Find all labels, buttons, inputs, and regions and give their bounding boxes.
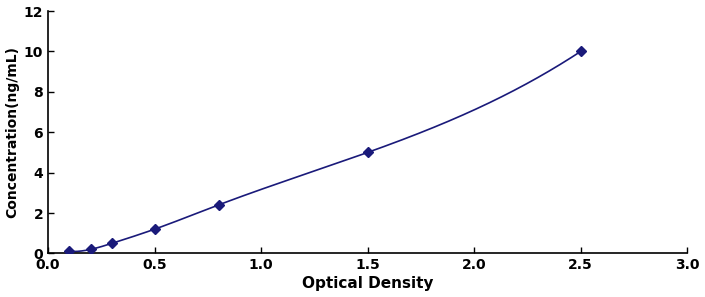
- X-axis label: Optical Density: Optical Density: [302, 277, 434, 291]
- Y-axis label: Concentration(ng/mL): Concentration(ng/mL): [6, 46, 20, 218]
